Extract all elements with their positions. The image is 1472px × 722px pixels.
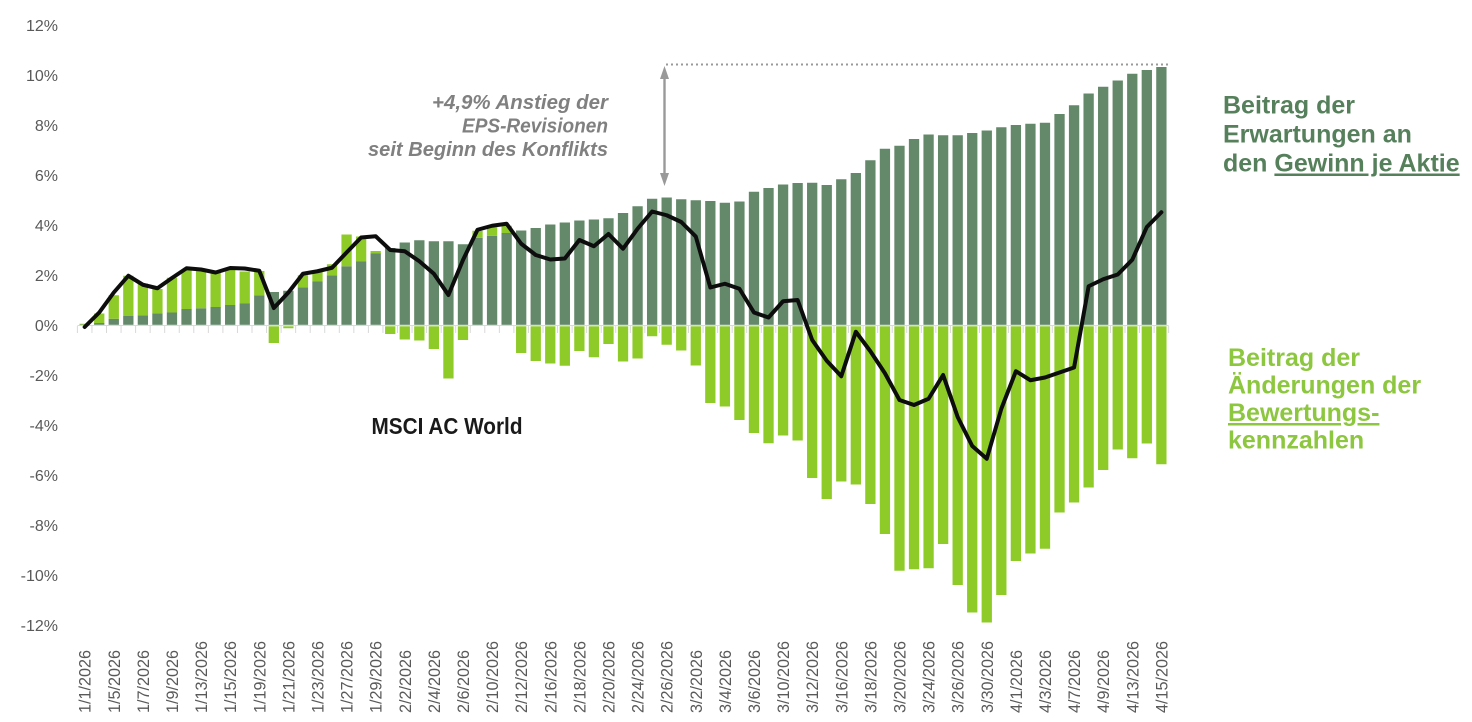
- svg-text:4/15/2026: 4/15/2026: [1153, 641, 1171, 713]
- svg-text:2/2/2026: 2/2/2026: [397, 650, 415, 713]
- svg-text:3/12/2026: 3/12/2026: [804, 641, 822, 713]
- svg-text:1/15/2026: 1/15/2026: [222, 641, 240, 713]
- svg-text:4%: 4%: [35, 218, 58, 235]
- svg-text:-4%: -4%: [30, 418, 58, 435]
- svg-text:2/16/2026: 2/16/2026: [542, 641, 560, 713]
- svg-text:2/20/2026: 2/20/2026: [600, 641, 618, 713]
- svg-text:3/4/2026: 3/4/2026: [717, 650, 735, 713]
- svg-text:Beitrag der: Beitrag der: [1223, 92, 1355, 120]
- svg-text:6%: 6%: [35, 168, 58, 185]
- svg-text:Bewertungs-: Bewertungs-: [1228, 399, 1379, 427]
- svg-text:kennzahlen: kennzahlen: [1228, 427, 1364, 455]
- svg-text:3/16/2026: 3/16/2026: [833, 641, 851, 713]
- svg-text:2/18/2026: 2/18/2026: [571, 641, 589, 713]
- svg-text:2/26/2026: 2/26/2026: [659, 641, 677, 713]
- svg-text:1/9/2026: 1/9/2026: [164, 650, 182, 713]
- svg-text:12%: 12%: [26, 18, 58, 35]
- svg-text:4/9/2026: 4/9/2026: [1095, 650, 1113, 713]
- svg-text:3/2/2026: 3/2/2026: [688, 650, 706, 713]
- svg-text:10%: 10%: [26, 68, 58, 85]
- svg-text:1/7/2026: 1/7/2026: [135, 650, 153, 713]
- svg-text:3/20/2026: 3/20/2026: [891, 641, 909, 713]
- svg-text:Beitrag der: Beitrag der: [1228, 344, 1360, 372]
- svg-text:-10%: -10%: [21, 568, 58, 585]
- svg-text:den Gewinn je Aktie: den Gewinn je Aktie: [1223, 150, 1460, 178]
- svg-text:4/13/2026: 4/13/2026: [1124, 641, 1142, 713]
- svg-text:8%: 8%: [35, 118, 58, 135]
- svg-text:1/13/2026: 1/13/2026: [193, 641, 211, 713]
- svg-text:2/6/2026: 2/6/2026: [455, 650, 473, 713]
- svg-text:1/23/2026: 1/23/2026: [309, 641, 327, 713]
- svg-text:-8%: -8%: [30, 518, 58, 535]
- svg-text:1/1/2026: 1/1/2026: [77, 650, 95, 713]
- svg-text:-12%: -12%: [21, 618, 58, 635]
- svg-text:1/21/2026: 1/21/2026: [280, 641, 298, 713]
- svg-text:2/24/2026: 2/24/2026: [630, 641, 648, 713]
- svg-text:3/24/2026: 3/24/2026: [921, 641, 939, 713]
- svg-text:2/12/2026: 2/12/2026: [513, 641, 531, 713]
- svg-text:3/30/2026: 3/30/2026: [979, 641, 997, 713]
- svg-text:4/7/2026: 4/7/2026: [1066, 650, 1084, 713]
- svg-text:3/18/2026: 3/18/2026: [862, 641, 880, 713]
- svg-text:0%: 0%: [35, 318, 58, 335]
- svg-text:3/6/2026: 3/6/2026: [746, 650, 764, 713]
- svg-text:MSCI AC World: MSCI AC World: [372, 413, 523, 439]
- svg-text:4/3/2026: 4/3/2026: [1037, 650, 1055, 713]
- svg-text:Änderungen der: Änderungen der: [1228, 372, 1421, 400]
- svg-text:1/19/2026: 1/19/2026: [251, 641, 269, 713]
- svg-text:1/29/2026: 1/29/2026: [368, 641, 386, 713]
- svg-text:EPS-Revisionen: EPS-Revisionen: [462, 116, 608, 138]
- svg-text:1/27/2026: 1/27/2026: [339, 641, 357, 713]
- svg-text:Erwartungen an: Erwartungen an: [1223, 121, 1412, 149]
- svg-text:3/10/2026: 3/10/2026: [775, 641, 793, 713]
- svg-text:4/1/2026: 4/1/2026: [1008, 650, 1026, 713]
- svg-text:1/5/2026: 1/5/2026: [106, 650, 124, 713]
- svg-text:2/10/2026: 2/10/2026: [484, 641, 502, 713]
- svg-text:seit Beginn des Konflikts: seit Beginn des Konflikts: [368, 139, 608, 161]
- svg-text:2/4/2026: 2/4/2026: [426, 650, 444, 713]
- svg-text:-2%: -2%: [30, 368, 58, 385]
- svg-text:+4,9% Anstieg der: +4,9% Anstieg der: [432, 92, 609, 114]
- svg-text:3/26/2026: 3/26/2026: [950, 641, 968, 713]
- svg-text:-6%: -6%: [30, 468, 58, 485]
- svg-text:2%: 2%: [35, 268, 58, 285]
